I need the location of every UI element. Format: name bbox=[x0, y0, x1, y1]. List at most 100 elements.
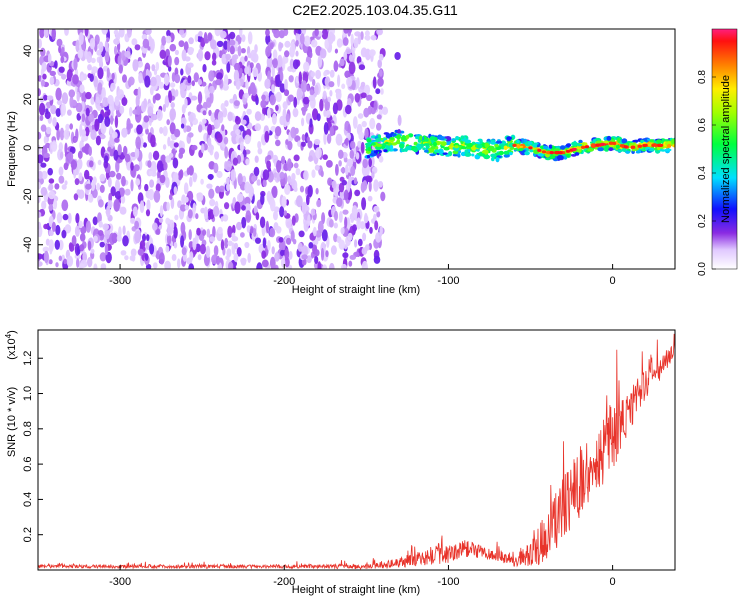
heatmap-cell bbox=[344, 216, 348, 229]
heatmap-cell bbox=[221, 53, 227, 65]
heatmap-cell bbox=[664, 148, 672, 152]
heatmap-cell bbox=[400, 148, 406, 152]
heatmap-cell bbox=[280, 249, 285, 257]
heatmap-cell bbox=[262, 179, 267, 188]
heatmap-cell bbox=[41, 79, 46, 87]
heatmap-cell bbox=[376, 114, 382, 120]
heatmap-cell bbox=[381, 106, 389, 116]
heatmap-cell bbox=[227, 225, 233, 238]
heatmap-cell bbox=[413, 147, 419, 153]
heatmap-cell bbox=[254, 123, 262, 131]
heatmap-cell bbox=[309, 51, 313, 59]
heatmap-cell bbox=[264, 130, 270, 143]
heatmap-cell bbox=[292, 59, 299, 70]
heatmap-cell bbox=[180, 235, 185, 248]
heatmap-cell bbox=[208, 70, 215, 82]
heatmap-cell bbox=[365, 175, 372, 182]
heatmap-cell bbox=[278, 237, 284, 243]
heatmap-cell bbox=[54, 60, 58, 69]
heatmap-cell bbox=[657, 143, 662, 147]
heatmap-cell bbox=[291, 215, 296, 226]
heatmap-cell bbox=[275, 226, 282, 234]
heatmap-cell bbox=[348, 260, 353, 267]
heatmap-cell bbox=[355, 152, 360, 160]
heatmap-cell bbox=[307, 184, 313, 198]
heatmap-cell bbox=[61, 199, 69, 212]
heatmap-cell bbox=[206, 97, 212, 109]
heatmap-cell bbox=[163, 161, 168, 171]
heatmap-cell bbox=[375, 88, 381, 95]
heatmap-cell bbox=[328, 81, 335, 88]
heatmap-cell bbox=[460, 140, 464, 144]
heatmap-cell bbox=[229, 39, 236, 46]
heatmap-cell bbox=[232, 224, 236, 235]
heatmap-cell bbox=[301, 254, 308, 260]
heatmap-cell bbox=[249, 62, 254, 69]
heatmap-cell bbox=[261, 94, 266, 101]
heatmap-cell bbox=[244, 181, 251, 194]
heatmap-cell bbox=[61, 103, 66, 116]
heatmap-cell bbox=[342, 37, 349, 46]
heatmap-cell bbox=[76, 258, 80, 268]
heatmap-cell bbox=[81, 146, 89, 153]
heatmap-cell bbox=[136, 105, 141, 116]
heatmap-cell bbox=[320, 247, 325, 261]
heatmap-cell bbox=[178, 147, 186, 155]
heatmap-cell bbox=[325, 110, 331, 118]
heatmap-cell bbox=[75, 39, 80, 53]
heatmap-cell bbox=[476, 144, 483, 149]
heatmap-cell bbox=[348, 54, 353, 62]
heatmap-cell bbox=[183, 182, 189, 195]
heatmap-cell bbox=[623, 145, 628, 149]
heatmap-cell bbox=[180, 204, 187, 212]
heatmap-cell bbox=[556, 155, 564, 160]
heatmap-cell bbox=[38, 170, 43, 180]
heatmap-cell bbox=[148, 188, 155, 201]
heatmap-cell bbox=[319, 48, 327, 59]
heatmap-cell bbox=[276, 160, 282, 173]
heatmap-cell bbox=[543, 145, 548, 150]
y-tick-label: 0.6 bbox=[22, 456, 34, 471]
heatmap-cell bbox=[287, 140, 293, 151]
y-tick-label: 1.0 bbox=[22, 386, 34, 401]
heatmap-cell bbox=[267, 239, 271, 251]
heatmap-cell bbox=[87, 240, 92, 251]
heatmap-cell bbox=[301, 106, 306, 116]
heatmap-cell bbox=[282, 101, 288, 110]
heatmap-cell bbox=[460, 135, 465, 139]
heatmap-cell bbox=[495, 140, 503, 144]
colorbar-tick-label: 0.8 bbox=[697, 70, 708, 84]
heatmap-cell bbox=[378, 155, 384, 163]
heatmap-cell bbox=[273, 206, 280, 213]
heatmap-cell bbox=[223, 40, 229, 50]
heatmap-cell bbox=[357, 113, 364, 119]
heatmap-cell bbox=[142, 142, 147, 148]
heatmap-cell bbox=[327, 96, 332, 103]
heatmap-cell bbox=[237, 45, 242, 57]
heatmap-cell bbox=[165, 177, 170, 188]
heatmap-cell bbox=[86, 51, 92, 64]
heatmap-cell bbox=[236, 221, 242, 231]
heatmap-cell bbox=[263, 125, 269, 133]
heatmap-cell bbox=[85, 220, 91, 233]
heatmap-cell bbox=[415, 136, 420, 140]
heatmap-cell bbox=[327, 31, 334, 45]
heatmap-cell bbox=[226, 248, 232, 258]
heatmap-cell bbox=[236, 247, 242, 257]
heatmap-cell bbox=[187, 62, 194, 68]
heatmap-cell bbox=[137, 60, 144, 68]
heatmap-cell bbox=[371, 142, 376, 146]
heatmap-cell bbox=[451, 138, 456, 141]
heatmap-cell bbox=[336, 38, 343, 48]
heatmap-cell bbox=[79, 244, 85, 252]
heatmap-cell bbox=[347, 29, 353, 34]
heatmap-cell bbox=[553, 148, 560, 152]
heatmap-cell bbox=[245, 210, 252, 223]
heatmap-cell bbox=[464, 139, 472, 144]
y-scale-multiplier-base: (x104) bbox=[4, 330, 18, 360]
heatmap-cell bbox=[296, 195, 303, 208]
heatmap-cell bbox=[283, 89, 290, 97]
heatmap-cell bbox=[244, 196, 251, 206]
heatmap-cell bbox=[120, 187, 125, 197]
heatmap-cell bbox=[239, 29, 243, 38]
